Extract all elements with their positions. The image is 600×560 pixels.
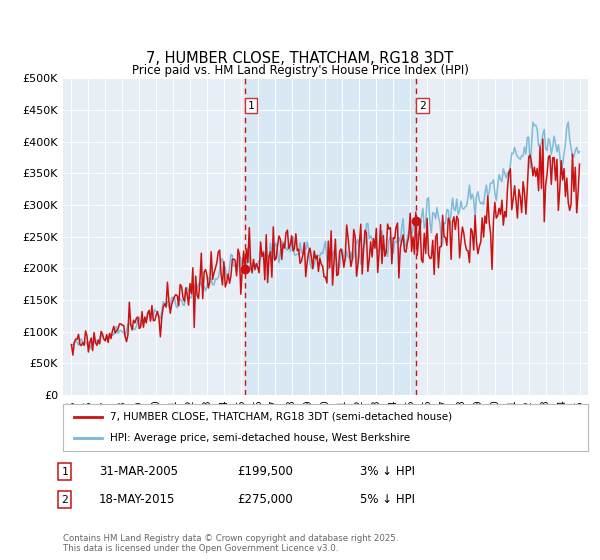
Text: 18-MAY-2015: 18-MAY-2015 — [99, 493, 175, 506]
Text: 1: 1 — [247, 101, 254, 110]
Text: £275,000: £275,000 — [237, 493, 293, 506]
Text: 5% ↓ HPI: 5% ↓ HPI — [360, 493, 415, 506]
Text: 1: 1 — [61, 466, 68, 477]
Text: 7, HUMBER CLOSE, THATCHAM, RG18 3DT (semi-detached house): 7, HUMBER CLOSE, THATCHAM, RG18 3DT (sem… — [110, 412, 452, 422]
Text: 31-MAR-2005: 31-MAR-2005 — [99, 465, 178, 478]
Text: £199,500: £199,500 — [237, 465, 293, 478]
Bar — [245, 78, 416, 395]
Text: 2: 2 — [61, 494, 68, 505]
Text: 3% ↓ HPI: 3% ↓ HPI — [360, 465, 415, 478]
Text: Price paid vs. HM Land Registry's House Price Index (HPI): Price paid vs. HM Land Registry's House … — [131, 64, 469, 77]
Text: 7, HUMBER CLOSE, THATCHAM, RG18 3DT: 7, HUMBER CLOSE, THATCHAM, RG18 3DT — [146, 50, 454, 66]
Text: 2: 2 — [419, 101, 426, 110]
Text: HPI: Average price, semi-detached house, West Berkshire: HPI: Average price, semi-detached house,… — [110, 433, 410, 444]
Text: Contains HM Land Registry data © Crown copyright and database right 2025.
This d: Contains HM Land Registry data © Crown c… — [63, 534, 398, 553]
